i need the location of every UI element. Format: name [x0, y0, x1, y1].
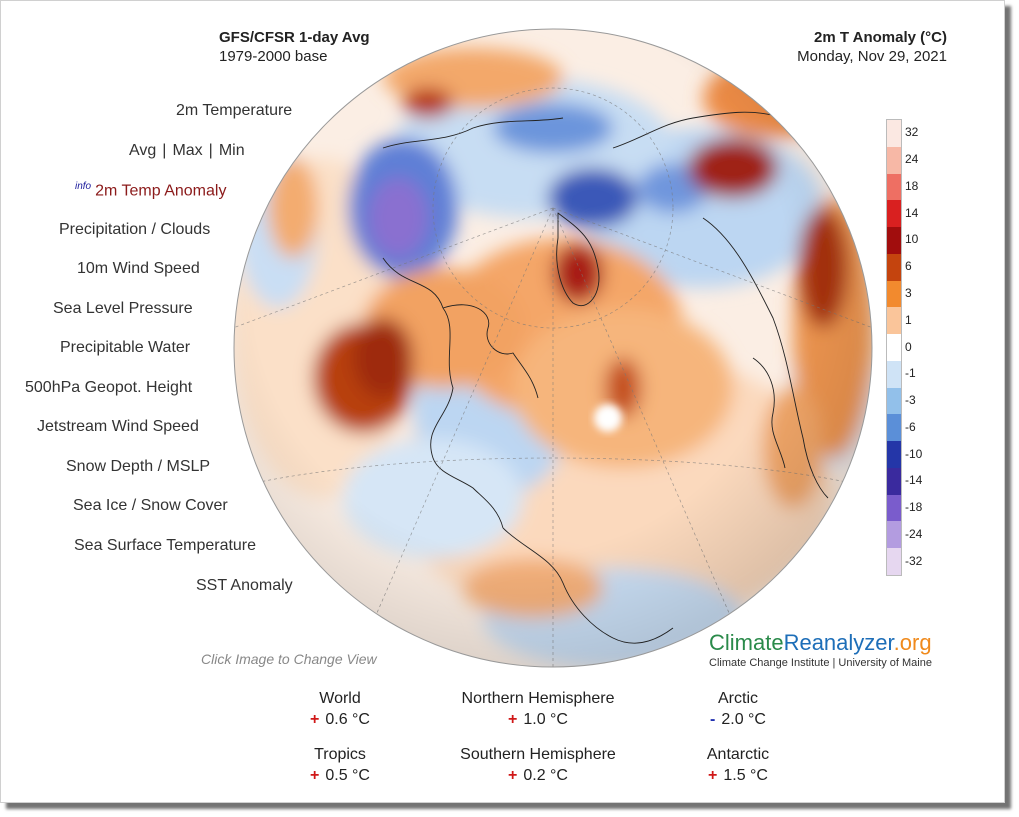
stat-sign: - — [710, 711, 716, 728]
legend-label: 0 — [905, 339, 912, 354]
stat-sign: + — [708, 767, 718, 784]
legend-label: -1 — [905, 366, 916, 381]
legend-swatch — [887, 334, 901, 362]
menu-sea-surface-temperature[interactable]: Sea Surface Temperature — [74, 537, 257, 554]
legend-swatch — [887, 200, 901, 228]
legend-swatch — [887, 120, 901, 148]
brand-subtitle: Climate Change Institute | University of… — [709, 657, 932, 669]
legend-label: 14 — [905, 205, 919, 220]
stat-value: 0.6 °C — [325, 711, 370, 728]
header-left: GFS/CFSR 1-day Avg 1979-2000 base — [219, 28, 370, 66]
legend-swatch — [887, 548, 901, 576]
menu-2m-temp-anomaly[interactable]: info 2m Temp Anomaly — [75, 181, 226, 200]
stat-tropics: Tropics +0.5 °C — [240, 745, 440, 787]
brand-logo[interactable]: ClimateReanalyzer.org — [709, 630, 932, 656]
legend-swatch — [887, 146, 901, 174]
date-label: Monday, Nov 29, 2021 — [797, 48, 947, 65]
menu-10m-wind-speed[interactable]: 10m Wind Speed — [77, 260, 200, 277]
legend-label: 32 — [905, 125, 919, 140]
legend-swatch — [887, 414, 901, 442]
legend-swatch — [887, 494, 901, 522]
legend-swatch — [887, 253, 901, 282]
baseline-label: 1979-2000 base — [219, 48, 328, 65]
separator: | — [162, 142, 167, 159]
menu-max[interactable]: Max — [172, 142, 203, 159]
stat-value: 0.5 °C — [325, 767, 370, 784]
legend-label: 24 — [905, 152, 919, 167]
menu-temp-stat-group: Avg | Max | Min — [129, 142, 245, 160]
stat-name: Tropics — [314, 746, 366, 763]
stat-value: 2.0 °C — [721, 711, 766, 728]
stat-value: 1.5 °C — [723, 767, 768, 784]
legend-swatch — [887, 227, 901, 255]
stat-name: Arctic — [718, 690, 758, 707]
globe-map[interactable] — [233, 28, 873, 668]
stat-antarctic: Antarctic +1.5 °C — [638, 745, 838, 787]
legend-swatch — [887, 387, 901, 415]
menu-sea-level-pressure[interactable]: Sea Level Pressure — [53, 300, 193, 317]
legend-swatch — [887, 173, 901, 201]
stat-value: 0.2 °C — [523, 767, 568, 784]
menu-precipitation-clouds[interactable]: Precipitation / Clouds — [59, 221, 211, 238]
legend-swatch — [887, 307, 901, 335]
menu-2m-temperature[interactable]: 2m Temperature — [176, 102, 293, 119]
legend-label: 3 — [905, 285, 912, 300]
header-right: 2m T Anomaly (°C) Monday, Nov 29, 2021 — [797, 28, 947, 66]
separator: | — [208, 142, 213, 159]
legend-label: -3 — [905, 393, 916, 408]
stat-northern-hemisphere: Northern Hemisphere +1.0 °C — [438, 689, 638, 731]
stat-arctic: Arctic -2.0 °C — [638, 689, 838, 731]
stat-sign: + — [310, 711, 320, 728]
menu-precipitable-water[interactable]: Precipitable Water — [60, 339, 191, 356]
menu-jetstream-wind-speed[interactable]: Jetstream Wind Speed — [37, 418, 199, 435]
menu-avg[interactable]: Avg — [129, 142, 157, 159]
info-link[interactable]: info — [75, 181, 92, 192]
legend-swatch — [887, 467, 901, 496]
stat-name: Southern Hemisphere — [460, 746, 616, 763]
color-scale-legend — [886, 119, 902, 576]
brand-part-reanalyzer: Reanalyzer — [783, 630, 894, 655]
stat-sign: + — [310, 767, 320, 784]
menu-anomaly-label: 2m Temp Anomaly — [95, 182, 227, 200]
legend-swatch — [887, 441, 901, 469]
legend-label: -32 — [905, 553, 923, 568]
brand-part-climate: Climate — [709, 630, 784, 655]
legend-label: 1 — [905, 312, 912, 327]
legend-label: -10 — [905, 446, 923, 461]
stat-southern-hemisphere: Southern Hemisphere +0.2 °C — [438, 745, 638, 787]
stat-world: World +0.6 °C — [240, 689, 440, 731]
legend-swatch — [887, 280, 901, 308]
menu-sea-ice-snow-cover[interactable]: Sea Ice / Snow Cover — [73, 497, 228, 514]
legend-label: -18 — [905, 500, 923, 515]
legend-label: -14 — [905, 473, 923, 488]
legend-label: -6 — [905, 419, 916, 434]
stat-value: 1.0 °C — [523, 711, 568, 728]
stat-name: Northern Hemisphere — [461, 690, 615, 707]
legend-swatch — [887, 360, 901, 389]
menu-snow-depth-mslp[interactable]: Snow Depth / MSLP — [66, 458, 211, 475]
stat-sign: + — [508, 767, 518, 784]
legend-label: 10 — [905, 232, 919, 247]
menu-sst-anomaly[interactable]: SST Anomaly — [196, 577, 293, 594]
stat-sign: + — [508, 711, 518, 728]
model-title: GFS/CFSR 1-day Avg — [219, 29, 370, 46]
menu-min[interactable]: Min — [218, 142, 245, 159]
legend-label: 6 — [905, 259, 912, 274]
legend-swatch — [887, 521, 901, 549]
menu-500hpa-geopot-height[interactable]: 500hPa Geopot. Height — [25, 379, 193, 396]
stat-name: World — [319, 690, 361, 707]
brand-part-org: .org — [893, 630, 932, 655]
click-hint: Click Image to Change View — [201, 651, 377, 667]
legend-label: 18 — [905, 178, 919, 193]
stat-name: Antarctic — [706, 746, 770, 763]
variable-title: 2m T Anomaly (°C) — [814, 29, 947, 46]
legend-label: -24 — [905, 526, 923, 541]
